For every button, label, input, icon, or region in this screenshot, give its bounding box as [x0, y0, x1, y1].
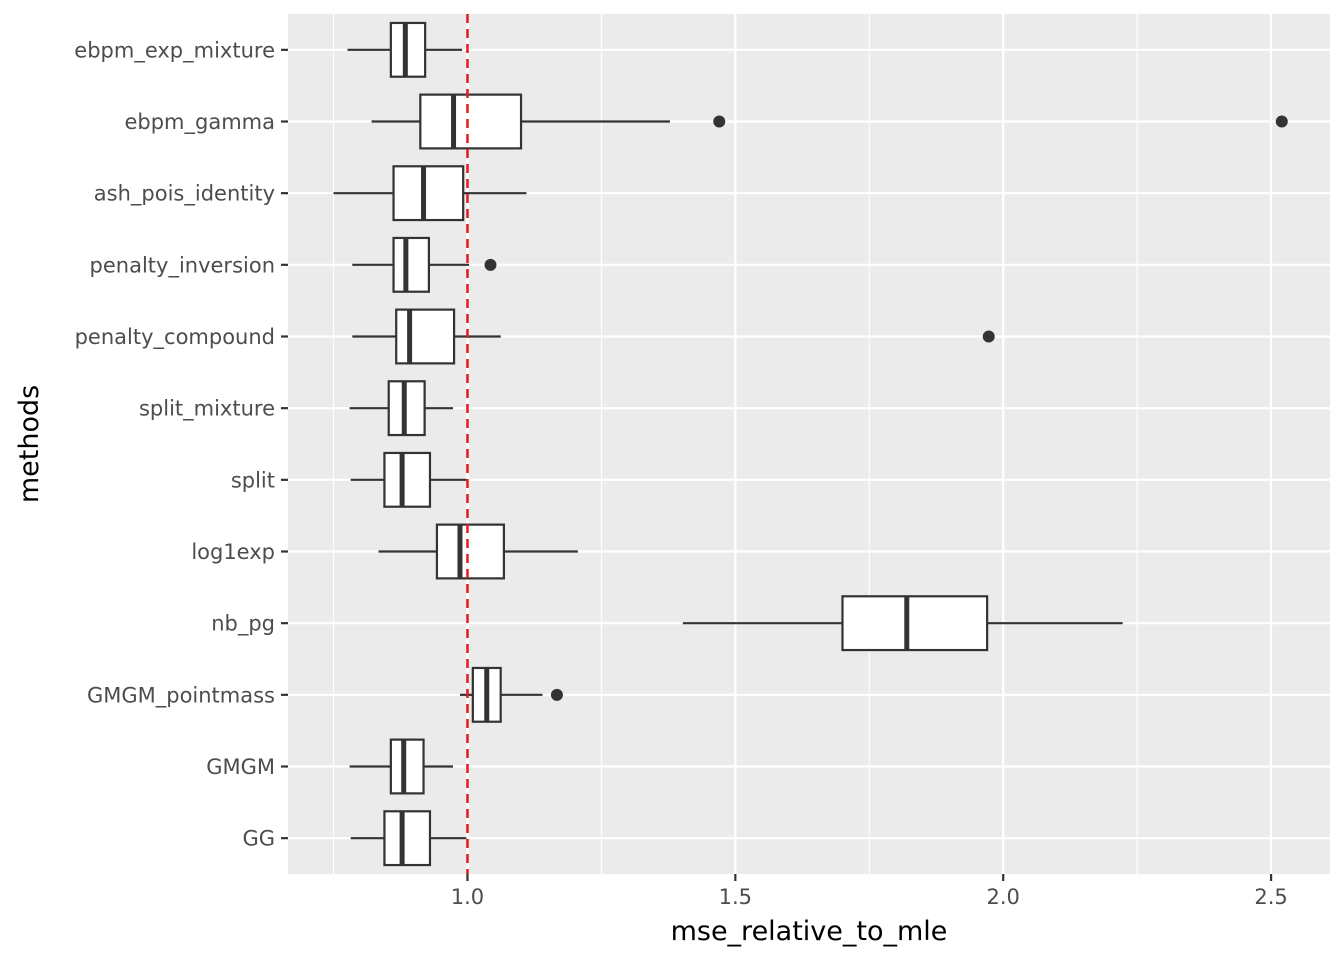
y-tick-label: split_mixture [139, 397, 275, 422]
box-split [350, 451, 467, 508]
y-tick-label: GG [242, 827, 275, 851]
minor-gridlines [332, 14, 1138, 874]
iqr-box [395, 308, 456, 365]
x-axis-title: mse_relative_to_mle [671, 916, 948, 947]
boxplot-series [333, 21, 1288, 867]
outlier-point [484, 258, 497, 271]
outlier-point [1275, 115, 1288, 128]
box-split_mixture [349, 380, 454, 437]
y-tick-label: penalty_compound [75, 325, 275, 350]
box-log1exp [378, 523, 578, 580]
iqr-box [383, 451, 432, 508]
x-axis: 1.0 1.5 2.0 2.5 [451, 874, 1288, 909]
iqr-box [392, 236, 430, 293]
box-GG [350, 810, 467, 867]
iqr-box [419, 93, 523, 150]
outlier-point [982, 330, 995, 343]
plot-panel [288, 14, 1330, 874]
iqr-box [383, 810, 432, 867]
x-tick-label: 2.0 [986, 885, 1019, 909]
box-penalty_compound [352, 308, 995, 365]
box-ebpm_gamma [371, 93, 1288, 150]
box-GMGM [349, 738, 454, 795]
box-penalty_inversion [352, 236, 497, 293]
iqr-box [435, 523, 506, 580]
y-tick-label: log1exp [191, 540, 275, 564]
y-tick-label: GMGM [206, 755, 275, 779]
y-tick-label: nb_pg [211, 612, 275, 637]
x-tick-label: 1.0 [451, 885, 484, 909]
y-tick-label: ash_pois_identity [94, 182, 275, 207]
box-nb_pg [682, 595, 1123, 652]
iqr-box [389, 21, 427, 78]
y-axis-title: methods [14, 385, 45, 503]
box-ash_pois_identity [333, 165, 527, 222]
y-tick-label: split [231, 468, 275, 492]
y-axis: ebpm_exp_mixture ebpm_gamma ash_pois_ident… [74, 38, 288, 851]
box-GMGM_pointmass [459, 666, 563, 723]
x-tick-label: 2.5 [1254, 885, 1287, 909]
iqr-box [389, 738, 425, 795]
outlier-point [550, 688, 563, 701]
y-tick-label: ebpm_exp_mixture [74, 38, 275, 63]
box-ebpm_exp_mixture [347, 21, 463, 78]
iqr-box [841, 595, 989, 652]
y-tick-label: GMGM_pointmass [87, 683, 275, 708]
y-tick-label: ebpm_gamma [124, 110, 275, 135]
outlier-point [713, 115, 726, 128]
x-tick-label: 1.5 [719, 885, 752, 909]
iqr-box [392, 165, 465, 222]
y-tick-label: penalty_inversion [90, 253, 275, 278]
